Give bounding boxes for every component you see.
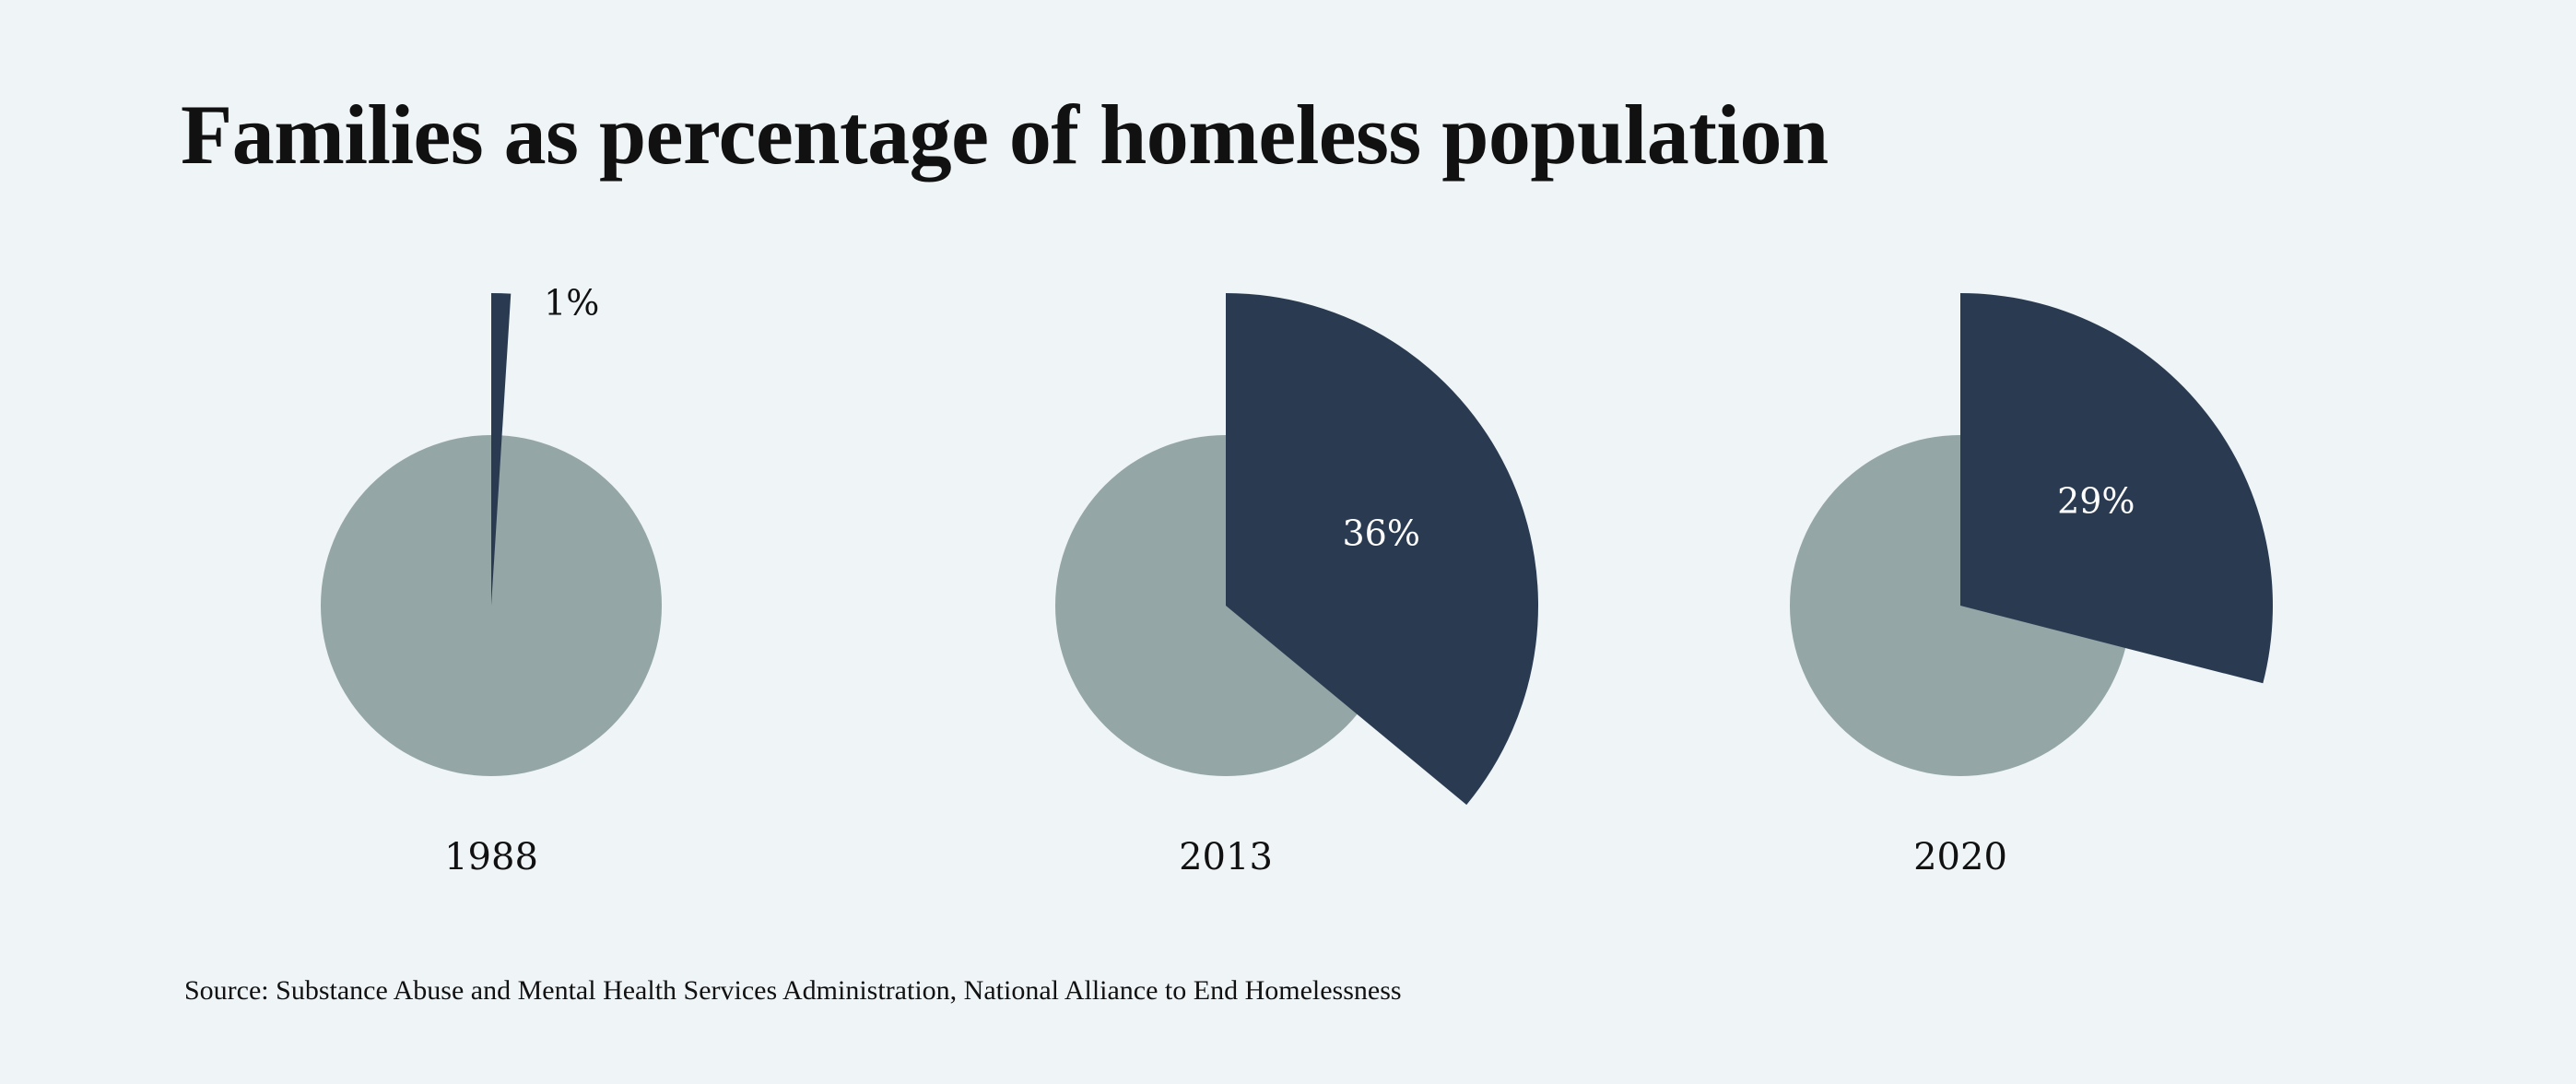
pie-value-label-2013: 36%: [1342, 513, 1419, 554]
chart-title: Families as percentage of homeless popul…: [181, 88, 1829, 182]
pie-value-label-2020: 29%: [2057, 481, 2135, 522]
pie-slice-families-1988: [491, 293, 512, 606]
pie-year-label-2020: 2020: [1913, 836, 2007, 878]
pie-year-label-1988: 1988: [444, 836, 538, 878]
pie-slice-families-2020: [1960, 293, 2273, 684]
pie-year-label-2013: 2013: [1179, 836, 1273, 878]
pie-value-label-1988: 1%: [544, 282, 599, 323]
pie-slice-families-2013: [1226, 293, 1538, 806]
pies-group: 1% 1988 36% 2013 29% 2020: [321, 282, 2273, 878]
source-note: Source: Substance Abuse and Mental Healt…: [184, 975, 1402, 1006]
